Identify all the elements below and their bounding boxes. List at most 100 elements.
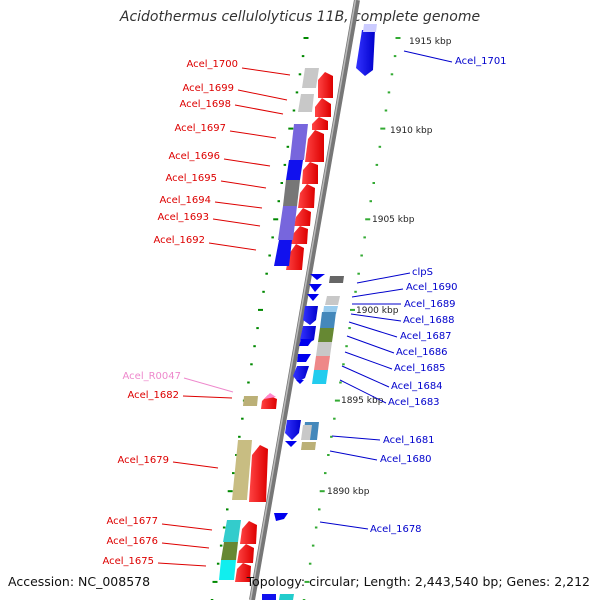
tick-mark xyxy=(350,308,355,311)
genome-summary: Topology: circular; Length: 2,443,540 bp… xyxy=(246,574,590,589)
tick-mark xyxy=(314,526,318,529)
tick-mark xyxy=(273,218,279,221)
reverse-leader-lines xyxy=(319,50,453,530)
tick-mark xyxy=(235,454,238,456)
tick-mark xyxy=(222,526,226,529)
tick-mark xyxy=(288,127,294,130)
outer-tick-track xyxy=(302,37,401,600)
tick-mark xyxy=(333,417,336,420)
gene-label: Acel_1697 xyxy=(174,123,226,134)
gene-acel-1686 xyxy=(299,339,313,346)
tick-mark xyxy=(318,508,321,511)
ruler: 1915 kbp 1910 kbp 1905 kbp 1900 kbp 1895… xyxy=(327,37,452,497)
gene-label: Acel_1696 xyxy=(168,151,220,162)
gene-acel-1675 xyxy=(235,563,251,582)
tick-mark xyxy=(375,163,379,166)
tick-mark xyxy=(262,290,265,293)
gene-acel-1696 xyxy=(302,162,318,184)
gene-label: Acel_1685 xyxy=(394,363,446,374)
tick-mark xyxy=(342,363,345,366)
gene-label: Acel_1693 xyxy=(157,212,209,223)
tick-mark xyxy=(286,145,290,148)
tick-mark xyxy=(304,580,310,583)
gene-label: Acel_1698 xyxy=(179,99,231,110)
rna-leader-line xyxy=(183,377,234,393)
gene-label: Acel_1682 xyxy=(127,390,179,401)
tick-mark xyxy=(369,200,372,203)
tick-mark xyxy=(339,381,342,384)
gene-acel-1694 xyxy=(294,208,311,226)
gene-label: Acel_1687 xyxy=(400,331,452,342)
gene-acel-1680 xyxy=(285,441,297,447)
tick-mark xyxy=(268,254,271,257)
gene-acel-1693 xyxy=(291,226,308,244)
gene-label: Acel_1686 xyxy=(396,347,448,358)
forward-leader-lines xyxy=(157,67,291,567)
tick-mark xyxy=(360,254,363,257)
gene-label: Acel_1680 xyxy=(380,454,432,465)
reverse-strand-genes xyxy=(262,30,375,600)
tick-mark xyxy=(378,145,382,148)
gene-label: Acel_R0047 xyxy=(123,371,182,382)
gene-label: Acel_1676 xyxy=(106,536,158,547)
tick-mark xyxy=(330,435,333,438)
map-title: Acidothermus cellulolyticus 11B, complet… xyxy=(119,9,481,25)
tick-mark xyxy=(298,73,302,76)
gene-acel-1701 xyxy=(356,30,375,76)
tick-mark xyxy=(384,109,388,112)
gene-acel-1698 xyxy=(312,117,328,130)
tick-mark xyxy=(238,435,241,438)
gene-acel-1688 xyxy=(303,306,318,325)
gene-acel-1690 xyxy=(309,284,322,292)
tick-mark xyxy=(258,308,263,311)
gene-acel-1683 xyxy=(296,380,304,384)
tick-mark xyxy=(372,182,375,184)
gene-acel-1685 xyxy=(297,354,311,362)
gene-labels: Acel_1700 Acel_1699 Acel_1698 Acel_1697 … xyxy=(102,56,506,567)
ruler-label: 1905 kbp xyxy=(372,215,415,225)
tick-mark xyxy=(271,236,274,239)
gene-label: Acel_1679 xyxy=(117,455,169,466)
tick-mark xyxy=(311,544,315,547)
tick-mark xyxy=(324,472,327,475)
gene-acel-1675-tail xyxy=(262,594,276,600)
tick-mark xyxy=(334,399,340,402)
tick-mark xyxy=(227,490,233,493)
inner-tick-track xyxy=(210,37,309,600)
ruler-label: 1910 kbp xyxy=(390,126,433,136)
gene-label: Acel_1695 xyxy=(165,173,217,184)
gene-acel-1699 xyxy=(315,98,331,117)
tick-mark xyxy=(354,290,357,293)
tick-mark xyxy=(319,490,325,493)
tick-mark xyxy=(232,472,235,475)
gene-acel-1695 xyxy=(298,184,315,208)
tick-mark xyxy=(253,345,256,348)
gene-label: Acel_1675 xyxy=(102,556,154,567)
gene-label: Acel_1681 xyxy=(383,435,435,446)
tick-mark xyxy=(283,163,287,166)
gene-label: Acel_1688 xyxy=(403,315,455,326)
ruler-label: 1895 kbp xyxy=(341,396,384,406)
tick-mark xyxy=(387,91,391,94)
tick-mark xyxy=(280,182,283,184)
gene-acel-1676 xyxy=(237,544,254,563)
gene-acel-1681 xyxy=(285,420,301,440)
tick-mark xyxy=(256,327,259,330)
gene-label: Acel_1683 xyxy=(388,397,440,408)
tick-mark xyxy=(380,127,386,130)
gene-clps xyxy=(310,274,325,280)
tick-mark xyxy=(247,381,250,384)
tick-mark xyxy=(212,580,218,583)
tick-mark xyxy=(363,236,366,239)
tick-mark xyxy=(241,417,244,420)
gene-label: Acel_1701 xyxy=(455,56,507,67)
gene-label: Acel_1694 xyxy=(159,195,211,206)
reverse-cog-bars xyxy=(279,24,377,600)
tick-mark xyxy=(365,218,371,221)
tick-mark xyxy=(393,55,397,58)
gene-acel-1700 xyxy=(318,72,333,98)
tick-mark xyxy=(295,91,299,94)
tick-mark xyxy=(357,272,360,275)
gene-label: Acel_1699 xyxy=(182,83,234,94)
